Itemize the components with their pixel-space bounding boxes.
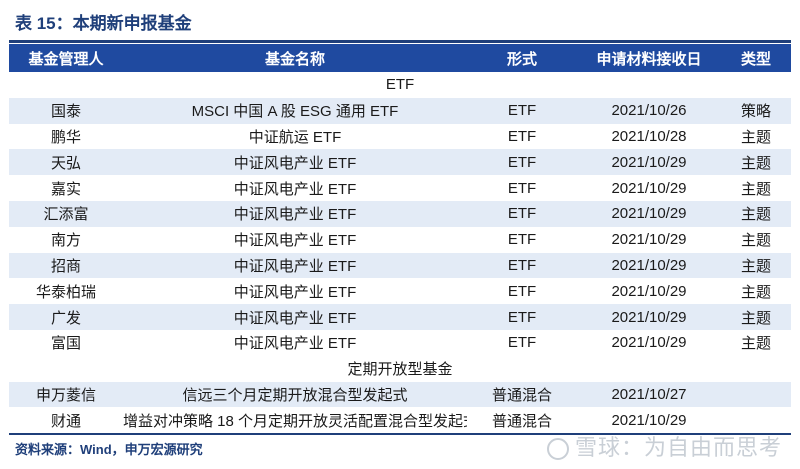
table-cell: 中证风电产业 ETF [123,175,467,201]
table-row: 汇添富 中证风电产业 ETF ETF 2021/10/29 主题 [9,200,791,227]
table-cell: ETF [467,123,577,150]
table-cell: 主题 [721,200,791,227]
table-cell: 2021/10/29 [577,252,721,279]
section-label: ETF [9,72,791,98]
source-note: 资料来源：Wind，申万宏源研究 [15,442,203,457]
bottom-rule [9,433,791,435]
table-cell: 2021/10/29 [577,200,721,227]
table-cell: 增益对冲策略 18 个月定期开放灵活配置混合型发起式 [123,407,467,434]
table-row: 招商 中证风电产业 ETF ETF 2021/10/29 主题 [9,252,791,279]
table-cell: 主题 [721,304,791,330]
fund-table: 基金管理人 基金名称 形式 申请材料接收日 类型 ETF 国泰 MSCI 中国 A 股 ES… [9,44,791,434]
table-cell: 富国 [9,329,123,356]
table-row: 财通 增益对冲策略 18 个月定期开放灵活配置混合型发起式 普通混合 2021/10/… [9,407,791,434]
header-row: 基金管理人 基金名称 形式 申请材料接收日 类型 [9,44,791,72]
table-cell: ETF [467,226,577,253]
table-cell: 主题 [721,329,791,356]
table-cell: ETF [467,200,577,227]
table-row: 华泰柏瑞 中证风电产业 ETF ETF 2021/10/29 主题 [9,278,791,305]
table-cell: 华泰柏瑞 [9,278,123,305]
table-cell: 中证风电产业 ETF [123,304,467,330]
column-header: 基金名称 [123,44,467,72]
table-cell: 广发 [9,304,123,330]
table-cell: ETF [467,149,577,176]
column-header: 形式 [467,44,577,72]
table-row: 鹏华 中证航运 ETF ETF 2021/10/28 主题 [9,123,791,150]
table-cell: 2021/10/29 [577,278,721,305]
table-cell: 2021/10/27 [577,381,721,408]
top-rule [9,40,791,43]
table-row: 广发 中证风电产业 ETF ETF 2021/10/29 主题 [9,304,791,330]
table-cell: 普通混合 [467,407,577,434]
table-cell: 南方 [9,226,123,253]
table-cell: 2021/10/28 [577,123,721,150]
table-row: 天弘 中证风电产业 ETF ETF 2021/10/29 主题 [9,149,791,176]
table-cell: ETF [467,278,577,305]
table-cell [721,407,791,434]
column-header: 申请材料接收日 [577,44,721,72]
table-cell: 国泰 [9,97,123,124]
table-cell: 2021/10/29 [577,149,721,176]
table-cell: 中证风电产业 ETF [123,252,467,279]
table-cell: 主题 [721,175,791,201]
watermark: 雪球：为自由而思考 [546,430,782,462]
table-cell: ETF [467,97,577,124]
table-cell: 主题 [721,278,791,305]
table-cell: 2021/10/29 [577,226,721,253]
column-header: 类型 [721,44,791,72]
table-title: 表 15：本期新申报基金 [15,14,192,33]
section-row: ETF [9,72,791,98]
table-row: 申万菱信 信远三个月定期开放混合型发起式 普通混合 2021/10/27 [9,381,791,408]
table-cell: 财通 [9,407,123,434]
table-cell: 2021/10/29 [577,175,721,201]
table-cell: 中证航运 ETF [123,123,467,150]
watermark-text: 雪球：为自由而思考 [574,435,782,460]
table-cell: 主题 [721,226,791,253]
table-cell: 申万菱信 [9,381,123,408]
table-cell: 2021/10/26 [577,97,721,124]
table-cell: 中证风电产业 ETF [123,149,467,176]
snowball-logo-icon [546,438,569,461]
table-body: ETF 国泰 MSCI 中国 A 股 ESG 通用 ETF ETF 2021/10/26… [9,72,791,434]
table-cell: 2021/10/29 [577,329,721,356]
section-row: 定期开放型基金 [9,355,791,382]
table-cell: MSCI 中国 A 股 ESG 通用 ETF [123,97,467,124]
table-cell: ETF [467,252,577,279]
table-cell: 信远三个月定期开放混合型发起式 [123,381,467,408]
table-cell: 中证风电产业 ETF [123,200,467,227]
table-cell: 主题 [721,252,791,279]
table-cell: 招商 [9,252,123,279]
table-cell: 中证风电产业 ETF [123,278,467,305]
table-cell: 普通混合 [467,381,577,408]
table-cell: 天弘 [9,149,123,176]
section-label: 定期开放型基金 [9,355,791,382]
table-cell: ETF [467,329,577,356]
table-cell: 嘉实 [9,175,123,201]
table-cell: 策略 [721,97,791,124]
table-cell: ETF [467,304,577,330]
table-cell: 主题 [721,123,791,150]
table-cell: 鹏华 [9,123,123,150]
table-cell: 汇添富 [9,200,123,227]
table-row: 南方 中证风电产业 ETF ETF 2021/10/29 主题 [9,226,791,253]
table-cell: 2021/10/29 [577,304,721,330]
table-row: 富国 中证风电产业 ETF ETF 2021/10/29 主题 [9,329,791,356]
table-cell [721,381,791,408]
table-cell: ETF [467,175,577,201]
table-cell: 中证风电产业 ETF [123,226,467,253]
table-row: 嘉实 中证风电产业 ETF ETF 2021/10/29 主题 [9,175,791,201]
table-cell: 主题 [721,149,791,176]
table-cell: 2021/10/29 [577,407,721,434]
column-header: 基金管理人 [9,44,123,72]
table-row: 国泰 MSCI 中国 A 股 ESG 通用 ETF ETF 2021/10/26 策略 [9,97,791,124]
table-cell: 中证风电产业 ETF [123,329,467,356]
